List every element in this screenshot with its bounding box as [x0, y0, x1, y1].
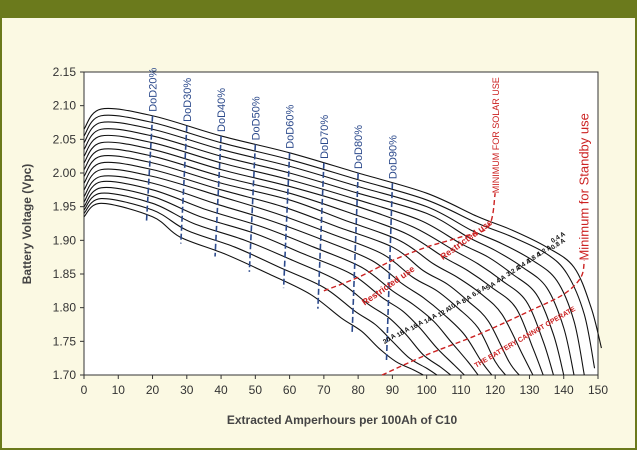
y-tick-label: 1.80 — [53, 301, 77, 315]
x-tick-label: 100 — [417, 383, 437, 397]
x-tick-label: 80 — [351, 383, 365, 397]
limit-label: MINIMUM FOR SOLAR USE — [491, 77, 501, 193]
current-label: 5 A — [485, 281, 497, 292]
x-tick-label: 150 — [588, 383, 608, 397]
y-tick-label: 2.00 — [53, 166, 77, 180]
x-tick-label: 50 — [249, 383, 263, 397]
dod-line — [282, 152, 291, 289]
axes-group: 0 10 20 30 40 50 60 70 80 90 100 110 120 130 140 150 1.7… — [53, 65, 609, 397]
dod-label: DoD90% — [387, 135, 399, 179]
discharge-curve — [83, 134, 565, 376]
dod-line — [180, 125, 188, 244]
limits-group: MINIMUM FOR SOLAR USE Minimum for Standby… — [323, 77, 591, 376]
dod-line — [214, 135, 222, 257]
x-tick-label: 130 — [519, 383, 539, 397]
current-label: 4 A — [495, 274, 507, 285]
x-tick-label: 0 — [81, 383, 88, 397]
discharge-curve — [83, 121, 585, 376]
x-tick-label: 90 — [386, 383, 400, 397]
y-tick-label: 2.15 — [53, 65, 77, 79]
dod-line — [248, 144, 257, 272]
dod-label: DoD70% — [319, 115, 331, 159]
x-tick-label: 120 — [485, 383, 505, 397]
x-axis-label: Extracted Amperhours per 100Ah of C10 — [227, 413, 458, 427]
discharge-curve — [83, 202, 424, 376]
x-tick-label: 20 — [146, 383, 160, 397]
discharge-curve — [83, 161, 520, 376]
discharge-curve — [83, 198, 438, 376]
limit-label: Minimum for Standby use — [576, 113, 591, 260]
discharge-curve — [83, 141, 554, 376]
y-tick-label: 1.90 — [53, 233, 77, 247]
discharge-curve — [83, 175, 493, 376]
limit-line — [381, 260, 585, 376]
discharge-curve — [83, 186, 465, 376]
y-tick-label: 1.85 — [53, 267, 77, 281]
dod-label: DoD30% — [182, 78, 194, 122]
y-axis-label: Battery Voltage (Vpc) — [20, 164, 34, 284]
y-tick-label: 1.95 — [53, 200, 77, 214]
dod-label: DoD50% — [250, 96, 262, 140]
discharge-curve — [83, 148, 544, 376]
y-tick-label: 2.05 — [53, 132, 77, 146]
current-label: 8 A — [461, 294, 473, 305]
x-tick-label: 10 — [112, 383, 126, 397]
dod-line — [385, 183, 394, 363]
x-tick-label: 140 — [554, 383, 574, 397]
y-tick-label: 1.70 — [53, 368, 77, 382]
x-tick-label: 70 — [317, 383, 331, 397]
dod-label: DoD60% — [285, 105, 297, 149]
dod-label: DoD80% — [353, 125, 365, 169]
dod-label: DoD40% — [216, 88, 228, 132]
y-tick-label: 2.10 — [53, 99, 77, 113]
plot-area — [83, 71, 599, 376]
x-tick-label: 30 — [180, 383, 194, 397]
top-bar — [0, 0, 637, 18]
discharge-curve — [83, 128, 575, 376]
x-tick-label: 110 — [451, 383, 470, 397]
x-tick-label: 60 — [283, 383, 297, 397]
discharge-curve — [83, 155, 534, 376]
discharge-curve — [83, 180, 479, 376]
dod-line — [317, 162, 325, 309]
discharge-curve — [83, 114, 596, 369]
discharge-curve — [83, 168, 506, 376]
x-tick-label: 40 — [214, 383, 228, 397]
dod-group: DoD20% DoD30% DoD40% DoD50% DoD60% DoD70% DoD8… — [145, 68, 399, 363]
y-tick-label: 1.75 — [53, 334, 77, 348]
curves-group — [83, 107, 602, 376]
dod-label: DoD20% — [148, 68, 160, 112]
discharge-curve — [83, 192, 451, 376]
limit-line — [323, 193, 496, 292]
